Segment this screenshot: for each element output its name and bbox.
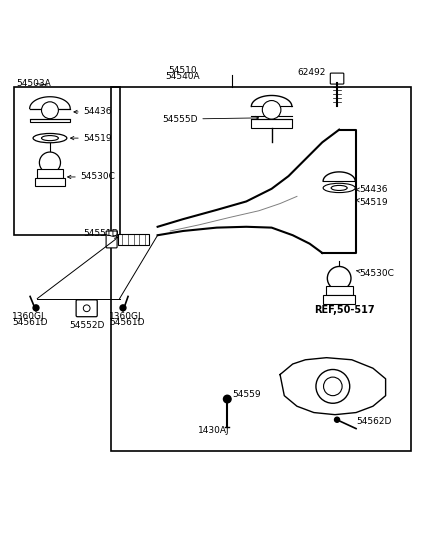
- Text: 54530C: 54530C: [68, 173, 116, 181]
- Text: 54540A: 54540A: [166, 72, 200, 81]
- Bar: [37, 168, 62, 178]
- Text: 54561D: 54561D: [12, 318, 48, 327]
- Text: 54555D: 54555D: [162, 115, 259, 124]
- Text: 54436: 54436: [356, 185, 388, 194]
- Text: REF,50-517: REF,50-517: [314, 306, 374, 315]
- Text: 54562D: 54562D: [356, 417, 391, 426]
- Circle shape: [33, 305, 39, 311]
- Text: 54552D: 54552D: [69, 321, 105, 329]
- Circle shape: [120, 305, 126, 311]
- Text: 54436: 54436: [74, 108, 112, 116]
- Circle shape: [83, 305, 90, 312]
- Circle shape: [334, 417, 340, 422]
- Text: 54530C: 54530C: [357, 268, 394, 278]
- Ellipse shape: [323, 183, 355, 193]
- Text: 54519: 54519: [71, 133, 112, 143]
- Ellipse shape: [42, 136, 58, 140]
- Bar: [35, 178, 65, 186]
- Circle shape: [327, 266, 351, 290]
- FancyBboxPatch shape: [106, 231, 117, 248]
- FancyBboxPatch shape: [330, 73, 344, 84]
- Bar: [323, 295, 355, 303]
- Text: 54559: 54559: [233, 391, 261, 399]
- Bar: [326, 286, 353, 295]
- Text: 54561D: 54561D: [109, 318, 144, 327]
- Bar: [111, 88, 411, 450]
- Circle shape: [224, 395, 231, 403]
- Text: 54551D: 54551D: [84, 229, 119, 238]
- Circle shape: [323, 377, 342, 395]
- Text: 1430AJ: 1430AJ: [198, 426, 229, 435]
- Text: 54503A: 54503A: [16, 79, 51, 88]
- Ellipse shape: [33, 133, 67, 143]
- Bar: [30, 119, 70, 122]
- Bar: [117, 235, 149, 244]
- Text: 1360GJ: 1360GJ: [12, 312, 45, 321]
- Text: 1360GJ: 1360GJ: [109, 312, 142, 321]
- Circle shape: [42, 102, 58, 119]
- Circle shape: [316, 370, 350, 404]
- Bar: [251, 119, 292, 128]
- Ellipse shape: [331, 186, 347, 190]
- FancyBboxPatch shape: [76, 300, 97, 317]
- Circle shape: [262, 101, 281, 119]
- Circle shape: [40, 152, 60, 173]
- Text: 54510: 54510: [169, 66, 197, 75]
- Bar: [14, 88, 119, 235]
- Text: 62492: 62492: [297, 68, 325, 77]
- Text: 54519: 54519: [356, 198, 388, 207]
